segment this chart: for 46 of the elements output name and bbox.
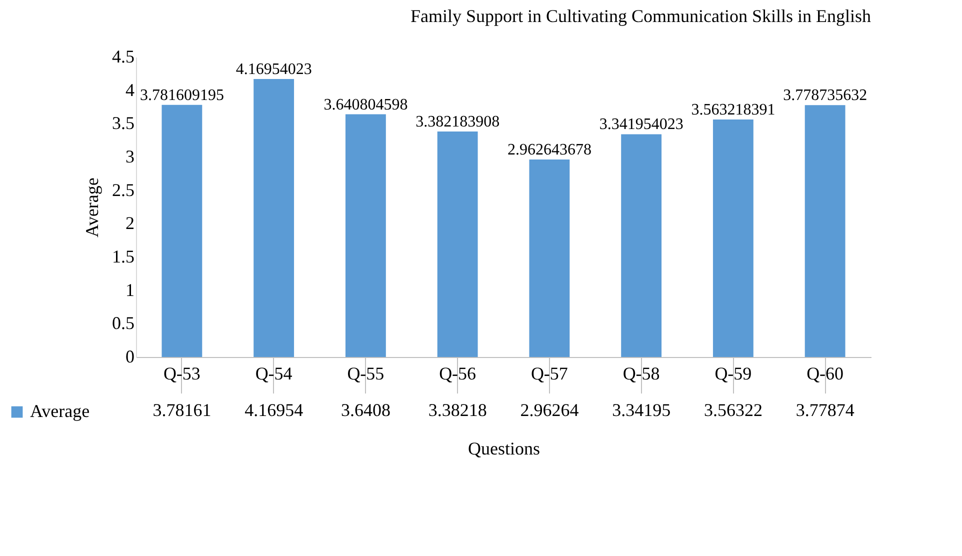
bar — [621, 134, 662, 357]
y-tick-label: 3.5 — [112, 113, 134, 134]
x-tick-label: Q-59 — [714, 364, 752, 384]
bar — [437, 132, 478, 357]
data-label: 4.16954 — [244, 400, 304, 420]
data-label: 2.96264 — [520, 400, 579, 420]
y-tick-label: 2 — [126, 213, 134, 234]
y-tick-label: 2.5 — [112, 180, 134, 200]
data-label: 3.34195 — [612, 400, 671, 420]
x-tick-label: Q-60 — [806, 364, 844, 384]
y-tick-label: 0.5 — [112, 313, 134, 334]
annotation: 3.563218391 — [691, 101, 776, 118]
y-tick-label: 4.5 — [112, 46, 134, 66]
x-tick-label: Q-57 — [530, 364, 568, 384]
annotation: 3.341954023 — [599, 116, 684, 134]
x-tick-label: Q-56 — [439, 364, 476, 384]
data-label: 3.6408 — [340, 400, 390, 420]
bar — [712, 119, 754, 357]
x-tick-label: Q-53 — [163, 364, 200, 384]
chart-title: Family Support in Cultivating Communication Skills in English — [410, 6, 871, 26]
annotation: 3.382183908 — [416, 114, 500, 131]
x-tick-label: Q-54 — [255, 364, 292, 384]
data-label: 3.78161 — [152, 400, 212, 420]
bar — [345, 114, 386, 357]
data-label: 3.38218 — [428, 400, 487, 420]
data-label: 3.56322 — [704, 400, 762, 420]
y-tick-label: 1 — [126, 280, 134, 300]
bar — [254, 79, 294, 357]
x-axis-title: Questions — [468, 438, 540, 458]
bar — [804, 105, 846, 357]
annotation: 4.16954023 — [236, 61, 312, 78]
bar — [529, 159, 570, 357]
annotation: 2.962643678 — [507, 141, 592, 158]
y-tick-label: 3 — [126, 146, 134, 166]
bar — [162, 104, 202, 357]
x-tick-label: Q-55 — [347, 364, 384, 384]
y-axis-title: Average — [82, 178, 102, 238]
data-label: 3.77874 — [796, 400, 854, 420]
y-tick-label: 1.5 — [112, 246, 134, 266]
legend-label: Average — [30, 401, 90, 421]
x-tick-label: Q-58 — [622, 364, 660, 384]
annotation: 3.640804598 — [324, 96, 408, 114]
y-tick-label: 4 — [126, 80, 134, 100]
y-tick-label: 0 — [126, 346, 134, 366]
annotation: 3.781609195 — [140, 86, 224, 104]
annotation: 3.778735632 — [783, 87, 868, 104]
